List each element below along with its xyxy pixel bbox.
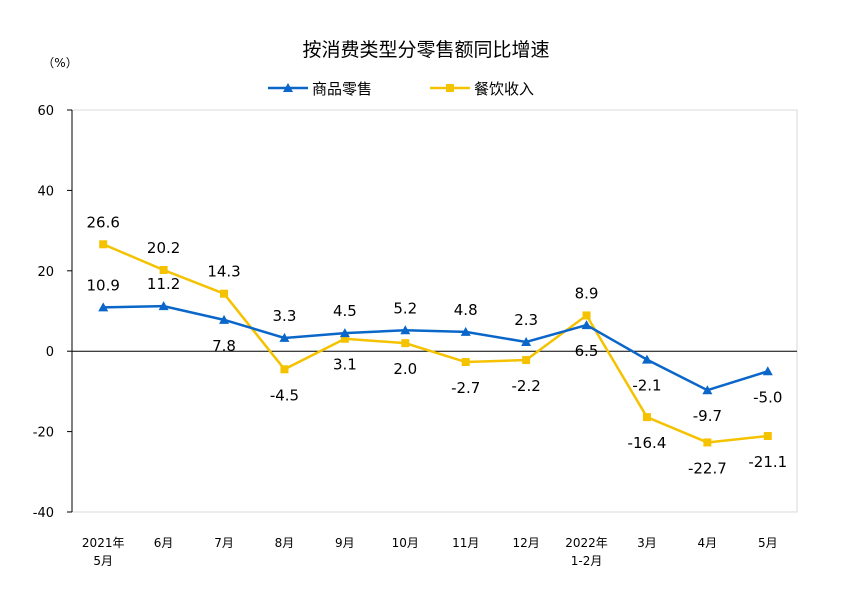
series-line-retail	[103, 304, 769, 392]
chart-title: 按消费类型分零售额同比增速	[302, 39, 549, 61]
y-tick-label: 0	[46, 345, 54, 360]
data-point	[219, 314, 230, 324]
x-tick-label: 4月	[698, 536, 718, 550]
data-point	[461, 358, 470, 367]
data-point	[340, 334, 349, 343]
data-point	[522, 356, 531, 365]
legend-label: 餐饮收入	[474, 80, 534, 98]
data-point	[581, 320, 592, 330]
data-point	[158, 301, 169, 311]
data-point	[762, 366, 773, 376]
y-tick-label: 60	[37, 104, 54, 119]
x-tick-label: 5月	[758, 536, 778, 550]
x-tick-label: 2022年 1-2月	[565, 536, 608, 568]
data-point	[339, 328, 350, 338]
data-label: -4.5	[270, 386, 299, 404]
data-point	[279, 332, 290, 342]
x-tick-label: 6月	[154, 536, 174, 550]
data-label: -2.1	[632, 377, 661, 395]
data-label: 5.2	[393, 299, 417, 317]
y-tick-label: 20	[37, 265, 54, 280]
data-label: 4.5	[333, 302, 357, 320]
legend-marker	[446, 84, 454, 92]
data-label: 6.5	[575, 342, 599, 360]
data-point	[521, 336, 532, 346]
legend-label: 商品零售	[312, 80, 372, 98]
data-label: 8.9	[575, 284, 599, 302]
x-tick-label: 2021年 5月	[82, 536, 125, 568]
y-axis-unit: （%）	[42, 56, 77, 70]
data-label: -16.4	[628, 434, 667, 452]
data-label: 4.8	[454, 301, 478, 319]
data-label: -2.7	[451, 379, 480, 397]
data-point	[159, 265, 168, 274]
data-point	[400, 325, 411, 335]
legend-marker	[283, 83, 293, 92]
data-label: 10.9	[87, 276, 120, 294]
data-point	[642, 413, 651, 422]
data-point	[763, 432, 772, 441]
data-label: -5.0	[753, 388, 782, 406]
data-label: -9.7	[693, 407, 722, 425]
data-label: -21.1	[748, 453, 787, 471]
data-label: 20.2	[147, 239, 180, 257]
x-tick-label: 11月	[452, 536, 479, 550]
data-label: 14.3	[207, 263, 240, 281]
y-tick-label: -20	[33, 426, 54, 441]
data-point	[220, 289, 229, 298]
y-tick-label: 40	[37, 184, 54, 199]
x-tick-label: 7月	[214, 536, 234, 550]
data-label: 3.3	[273, 307, 297, 325]
data-point	[99, 240, 108, 249]
data-label: 2.3	[514, 311, 538, 329]
data-label: 2.0	[393, 360, 417, 378]
data-label: 3.1	[333, 356, 357, 374]
data-point	[582, 311, 591, 320]
data-label: 26.6	[87, 213, 120, 231]
x-tick-label: 9月	[335, 536, 355, 550]
data-label: -22.7	[688, 459, 727, 477]
x-tick-label: 12月	[512, 536, 539, 550]
data-point	[641, 354, 652, 364]
data-point	[280, 365, 289, 374]
data-point	[98, 302, 109, 312]
data-label: 11.2	[147, 275, 180, 293]
data-point	[703, 438, 712, 447]
x-tick-label: 10月	[392, 536, 419, 550]
x-tick-label: 3月	[637, 536, 657, 550]
series-line-catering	[102, 243, 768, 444]
legend: 商品零售 餐饮收入	[268, 80, 534, 98]
x-tick-label: 8月	[275, 536, 295, 550]
data-point	[460, 326, 471, 336]
data-point	[702, 385, 713, 395]
data-label: 7.8	[212, 337, 236, 355]
data-label: -2.2	[511, 377, 540, 395]
data-point	[401, 339, 410, 348]
y-tick-label: -40	[33, 506, 54, 521]
